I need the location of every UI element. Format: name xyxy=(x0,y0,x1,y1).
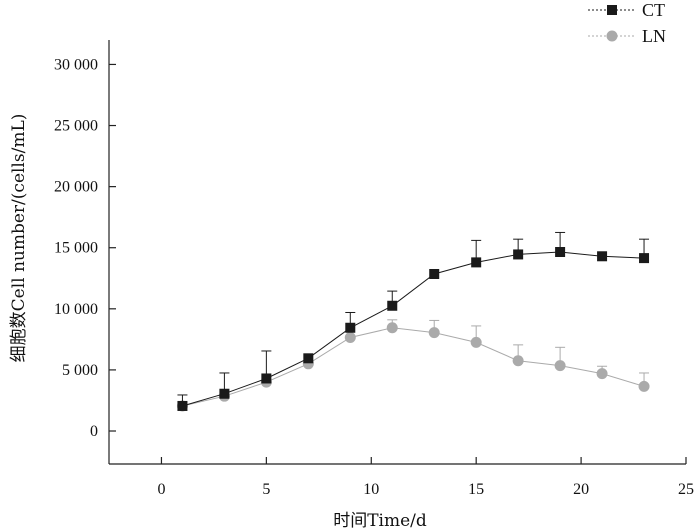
data-point-ct xyxy=(597,251,608,262)
data-point-ct xyxy=(219,388,230,399)
data-point-ct xyxy=(345,322,356,333)
y-axis-title: 细胞数Cell number/(cells/mL) xyxy=(9,114,29,363)
legend-label-ln: LN xyxy=(642,26,666,46)
y-tick-label: 20 000 xyxy=(54,179,98,196)
data-point-ct xyxy=(555,247,566,257)
x-tick-label: 20 xyxy=(573,481,589,498)
x-axis-title: 时间Time/d xyxy=(333,511,427,531)
y-tick-label: 15 000 xyxy=(54,240,98,257)
legend-marker-ct xyxy=(607,5,617,15)
y-ticks: 0 5 000 10 000 15 000 20 000 25 000 30 000 xyxy=(54,56,116,440)
data-point-ln xyxy=(470,336,482,348)
data-point-ct xyxy=(261,373,272,384)
data-point-ln xyxy=(512,355,524,367)
x-tick-label: 0 xyxy=(157,481,165,498)
data-point-ln xyxy=(386,322,398,334)
legend-label-ct: CT xyxy=(642,0,665,20)
series-line-ct xyxy=(182,251,645,407)
y-tick-label: 30 000 xyxy=(54,56,98,73)
data-point-ct xyxy=(303,353,314,364)
x-tick-label: 15 xyxy=(468,481,484,498)
series-line-ln xyxy=(182,327,645,407)
x-tick-label: 10 xyxy=(363,481,379,498)
x-tick-label: 25 xyxy=(678,481,694,498)
data-point-ct xyxy=(471,257,482,268)
data-point-ln xyxy=(554,360,566,372)
y-tick-label: 10 000 xyxy=(54,301,98,318)
y-tick-label: 0 xyxy=(90,423,98,440)
data-point-ct xyxy=(639,253,650,264)
series-layer xyxy=(176,231,650,412)
data-point-ct xyxy=(387,300,398,311)
y-tick-label: 5 000 xyxy=(62,362,98,379)
y-tick-label: 25 000 xyxy=(54,118,98,135)
legend: CT LN xyxy=(588,0,666,46)
data-point-ln xyxy=(638,380,650,392)
data-point-ct xyxy=(513,249,524,260)
data-point-ct xyxy=(429,268,440,279)
data-point-ln xyxy=(428,327,440,339)
data-point-ct xyxy=(177,400,188,411)
data-point-ln xyxy=(344,332,356,344)
x-ticks: 0 5 10 15 20 25 xyxy=(157,457,694,498)
legend-marker-ln xyxy=(606,30,618,42)
x-tick-label: 5 xyxy=(262,481,270,498)
data-point-ln xyxy=(596,368,608,380)
